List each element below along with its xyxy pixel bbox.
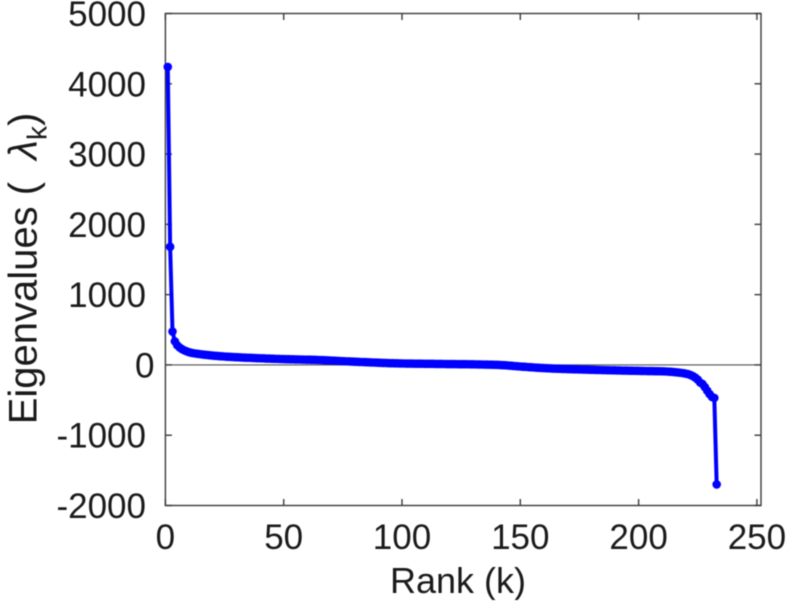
svg-text:3000: 3000 bbox=[68, 136, 146, 175]
svg-text:250: 250 bbox=[728, 518, 786, 557]
svg-text:Rank (k): Rank (k) bbox=[390, 560, 526, 600]
svg-text:5000: 5000 bbox=[68, 0, 146, 34]
svg-text:200: 200 bbox=[609, 518, 667, 557]
svg-text:100: 100 bbox=[373, 518, 431, 557]
svg-text:150: 150 bbox=[491, 518, 549, 557]
svg-text:0: 0 bbox=[135, 346, 154, 385]
svg-text:4000: 4000 bbox=[68, 65, 146, 104]
svg-text:50: 50 bbox=[264, 518, 303, 557]
svg-text:Eigenvalues ( λk): Eigenvalues ( λk) bbox=[2, 113, 53, 425]
svg-text:-1000: -1000 bbox=[56, 417, 146, 456]
svg-text:-2000: -2000 bbox=[56, 487, 146, 526]
svg-text:2000: 2000 bbox=[68, 206, 146, 245]
svg-text:1000: 1000 bbox=[68, 276, 146, 315]
svg-text:0: 0 bbox=[156, 518, 175, 557]
